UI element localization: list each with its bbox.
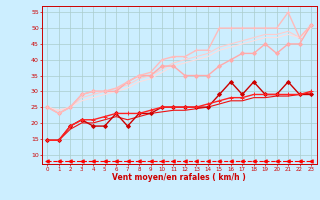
X-axis label: Vent moyen/en rafales ( km/h ): Vent moyen/en rafales ( km/h ): [112, 173, 246, 182]
